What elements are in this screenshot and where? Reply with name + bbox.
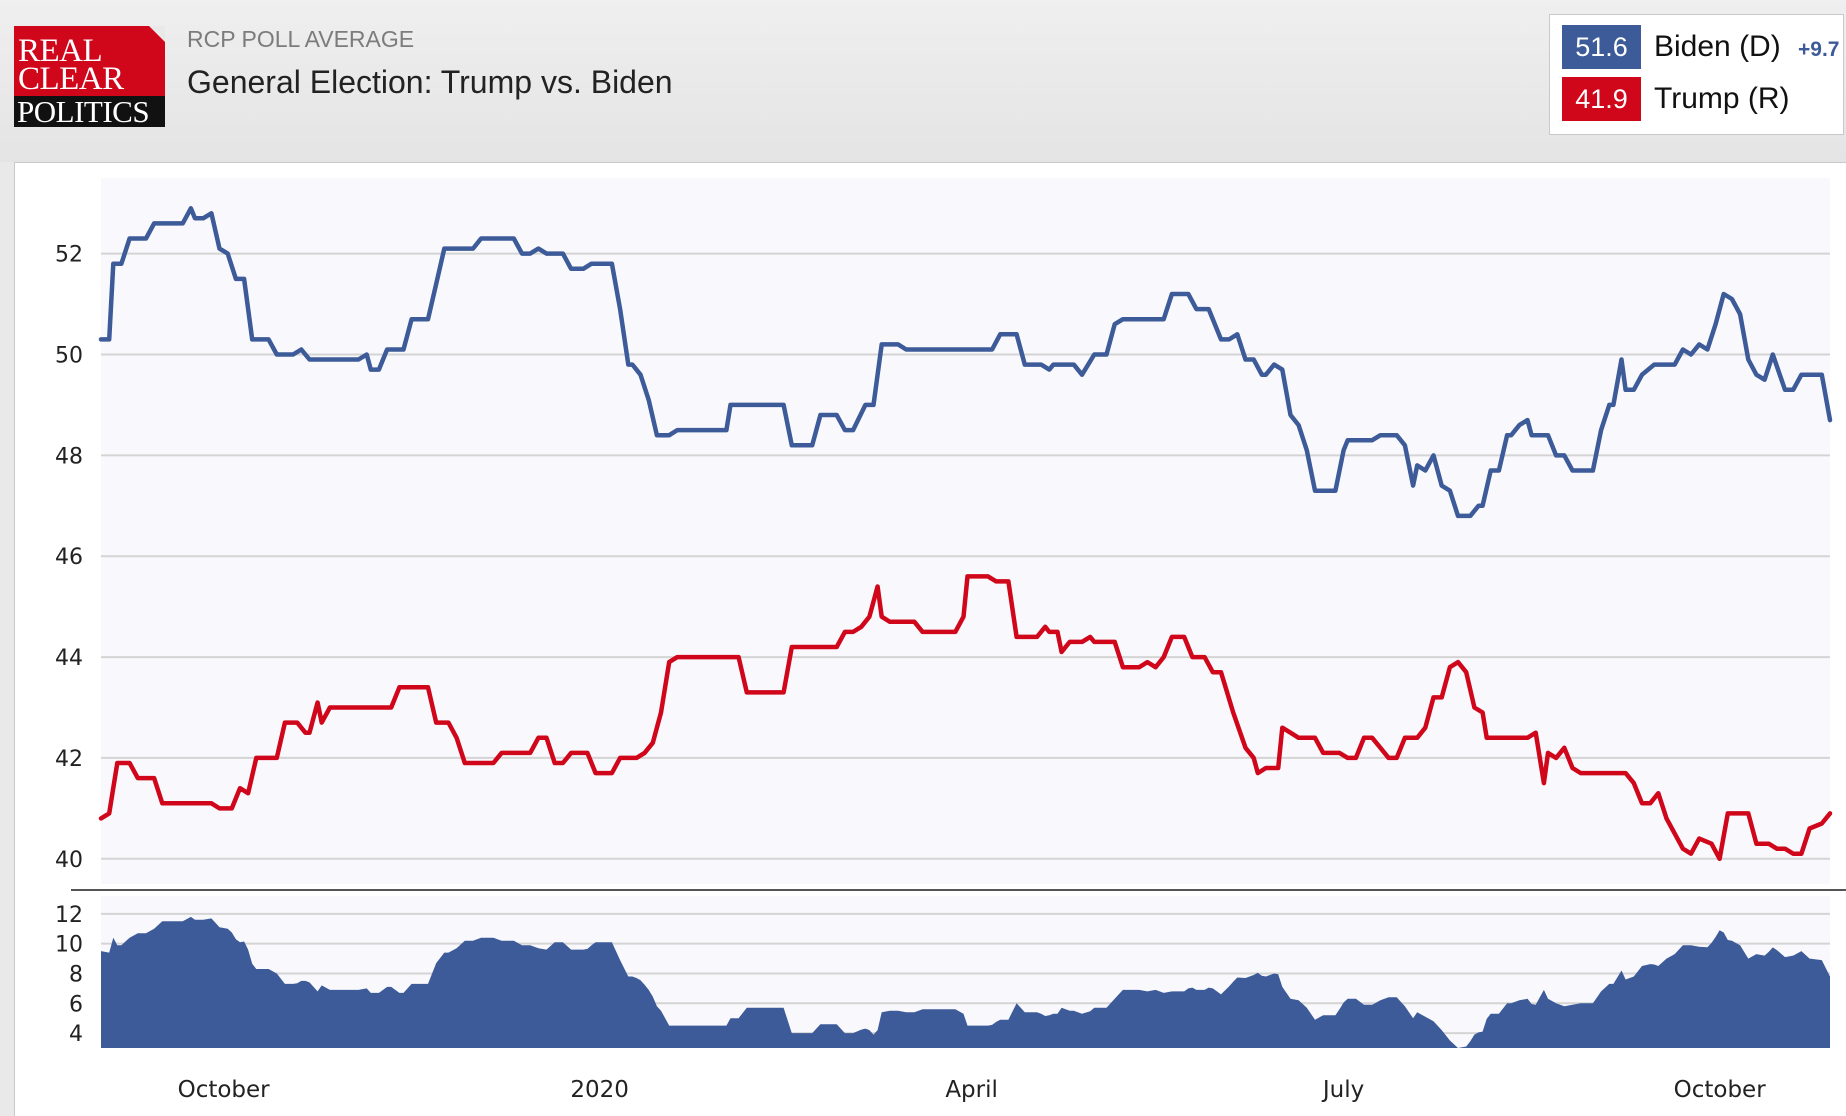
logo-line-3: POLITICS xyxy=(14,96,165,127)
y-tick-label: 42 xyxy=(55,747,83,772)
spread-y-tick-label: 12 xyxy=(55,903,83,928)
main-plot-area xyxy=(101,178,1830,884)
trump-series-line xyxy=(98,574,1833,862)
x-tick-label: October xyxy=(1674,1077,1767,1103)
logo-corner-fold xyxy=(149,26,165,42)
poll-average-label: RCP POLL AVERAGE xyxy=(187,26,415,52)
logo-line-2: CLEAR xyxy=(18,61,124,97)
spread-area xyxy=(101,916,1830,1048)
spread-y-tick-label: 6 xyxy=(69,992,83,1017)
page-title: General Election: Trump vs. Biden xyxy=(187,64,673,100)
logo-line-1: REAL xyxy=(18,33,103,69)
header: REAL CLEAR POLITICS RCP POLL AVERAGE Gen… xyxy=(0,0,1846,162)
spread-y-tick-label: 4 xyxy=(69,1022,83,1047)
chart-panel: 40 42 44 46 48 50 52 4 6 8 10 12 October 2020 April Jul… xyxy=(14,162,1846,1116)
spread-y-tick-label: 10 xyxy=(55,933,83,958)
y-tick-label: 40 xyxy=(55,848,83,873)
y-tick-label: 46 xyxy=(55,545,83,570)
legend: 51.6 Biden (D) +9.7 41.9 Trump (R) xyxy=(1549,14,1844,135)
rcp-logo[interactable]: REAL CLEAR POLITICS xyxy=(14,26,165,127)
trump-value-badge: 41.9 xyxy=(1562,77,1641,121)
spread-y-tick-label: 8 xyxy=(69,962,83,987)
x-tick-label: 2020 xyxy=(570,1077,629,1103)
x-tick-label: October xyxy=(178,1077,271,1103)
biden-label: Biden (D) xyxy=(1654,30,1781,63)
y-tick-label: 50 xyxy=(55,344,83,369)
y-tick-label: 48 xyxy=(55,444,83,469)
trump-label: Trump (R) xyxy=(1654,82,1790,115)
x-tick-label: July xyxy=(1321,1077,1364,1103)
spread-value: +9.7 xyxy=(1798,38,1840,61)
biden-series-line xyxy=(98,206,1833,519)
x-tick-label: April xyxy=(945,1077,998,1103)
biden-value-badge: 51.6 xyxy=(1562,25,1641,69)
y-tick-label: 52 xyxy=(55,243,83,268)
y-tick-label: 44 xyxy=(55,646,83,671)
